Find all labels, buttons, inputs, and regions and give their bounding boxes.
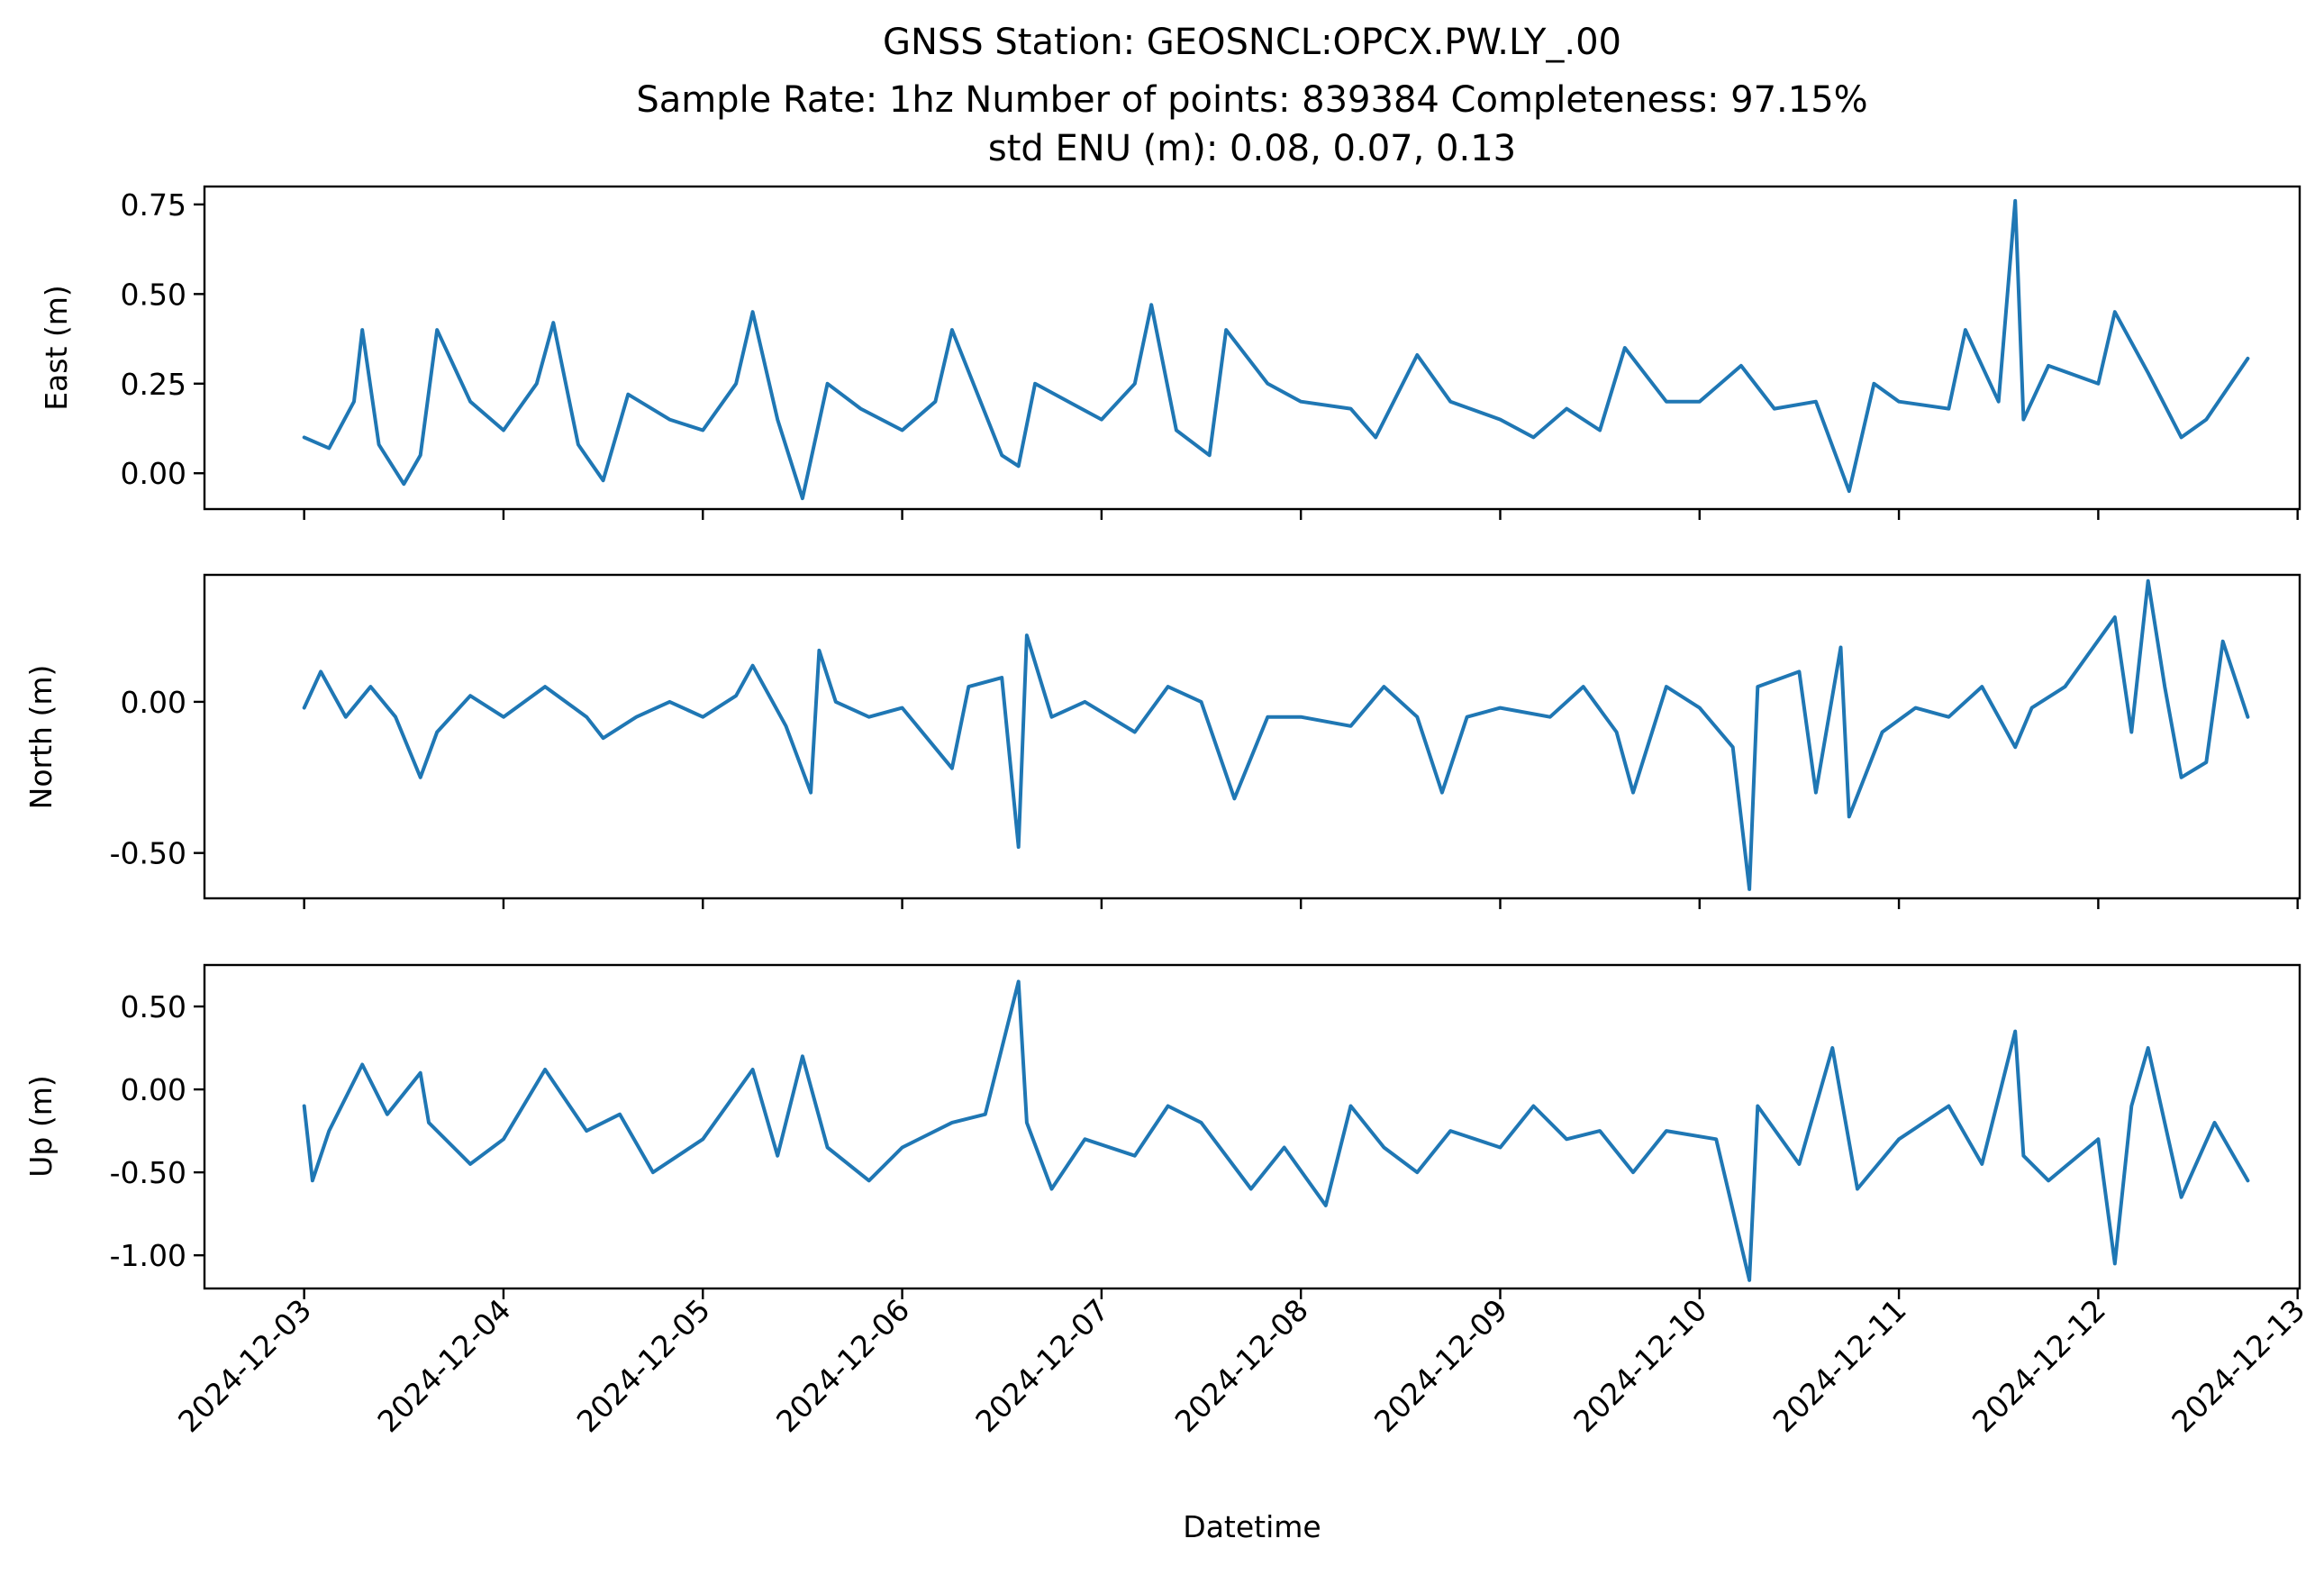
- north-series-line: [302, 578, 2250, 891]
- east-panel-frame: [203, 185, 2301, 511]
- north-panel-frame: [203, 573, 2301, 900]
- north-y-tick-label: 0.00: [121, 685, 186, 720]
- panel-north: 0.00 -0.50 North (m): [23, 573, 2301, 909]
- chart-title-line-2: Sample Rate: 1hz Number of points: 83938…: [636, 79, 1867, 121]
- up-y-axis-label: Up (m): [23, 1075, 59, 1178]
- east-y-tick-label: 0.75: [121, 187, 186, 223]
- panel-east: 0.00 0.25 0.50 0.75 East (m): [39, 185, 2301, 520]
- east-y-axis-label: East (m): [39, 285, 74, 411]
- up-x-ticks: [303, 1288, 2299, 1299]
- x-axis-label: Datetime: [1183, 1509, 1321, 1544]
- north-y-axis-label: North (m): [23, 665, 59, 810]
- chart-title-line-1: GNSS Station: GEOSNCL:OPCX.PW.LY_.00: [883, 22, 1621, 63]
- east-y-tick-label: 0.25: [121, 367, 186, 402]
- up-y-ticks: 0.50 0.00 -0.50 -1.00: [110, 989, 204, 1273]
- east-series-line: [302, 198, 2250, 501]
- chart-title-line-3: std ENU (m): 0.08, 0.07, 0.13: [988, 128, 1516, 169]
- east-y-ticks: 0.00 0.25 0.50 0.75: [121, 187, 204, 491]
- east-y-tick-label: 0.00: [121, 456, 186, 491]
- north-y-tick-label: -0.50: [110, 836, 186, 871]
- east-x-ticks: [303, 509, 2299, 520]
- north-y-ticks: 0.00 -0.50: [110, 685, 204, 871]
- up-y-tick-label: -1.00: [110, 1238, 186, 1273]
- east-y-tick-label: 0.50: [121, 277, 186, 312]
- up-y-tick-label: 0.00: [121, 1072, 186, 1107]
- up-series-line: [302, 979, 2250, 1282]
- up-panel-frame: [203, 963, 2301, 1290]
- up-y-tick-label: -0.50: [110, 1155, 186, 1190]
- up-y-tick-label: 0.50: [121, 989, 186, 1024]
- north-x-ticks: [303, 898, 2299, 909]
